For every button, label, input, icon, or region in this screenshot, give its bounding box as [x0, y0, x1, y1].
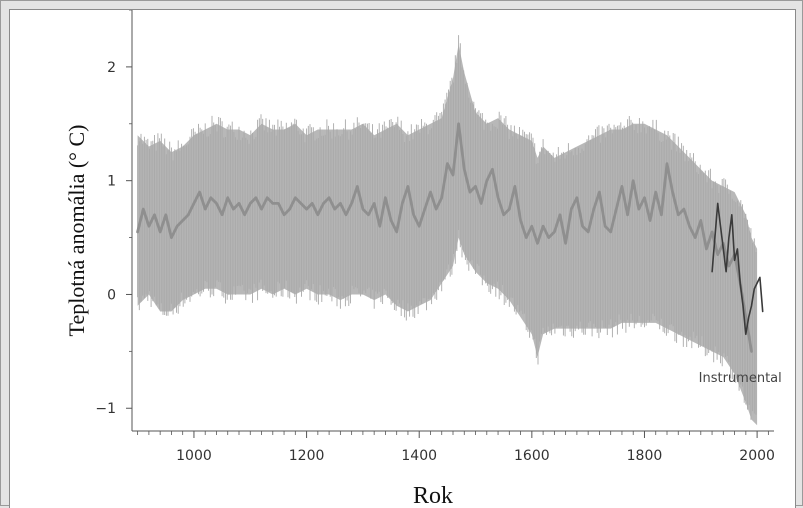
y-tick-label: 2: [107, 60, 116, 76]
instrumental-annotation: Instrumental: [699, 371, 782, 386]
x-tick-label: 1800: [627, 448, 663, 464]
x-tick-label: 1600: [514, 448, 550, 464]
y-tick-label: 1: [107, 174, 116, 190]
axes-layer: 1000 1200 1400 1600 1800 2000 −1 0 1 2: [95, 10, 775, 464]
labels-layer: Rok Teplotná anomália (° C) Instrumental: [64, 125, 782, 508]
x-axis-title: Rok: [413, 483, 453, 508]
temperature-anomaly-chart: 1000 1200 1400 1600 1800 2000 −1 0 1 2 Rok Teplotn…: [64, 10, 782, 508]
x-tick-label: 2000: [739, 448, 775, 464]
x-tick-label: 1200: [289, 448, 325, 464]
x-tick-label: 1000: [176, 448, 212, 464]
instrumental-series-line: [711, 202, 764, 336]
y-tick-label: 0: [107, 287, 116, 303]
series-lines-layer: [136, 122, 764, 353]
uncertainty-band-texture: [137, 35, 757, 420]
figure-panel: 1000 1200 1400 1600 1800 2000 −1 0 1 2 Rok Teplotn…: [9, 9, 796, 508]
y-tick-label: −1: [95, 401, 116, 417]
y-axis-title: Teplotná anomália (° C): [64, 125, 89, 337]
reconstruction-series-line: [136, 122, 753, 353]
x-tick-label: 1400: [401, 448, 437, 464]
uncertainty-band-layer: [137, 35, 758, 426]
